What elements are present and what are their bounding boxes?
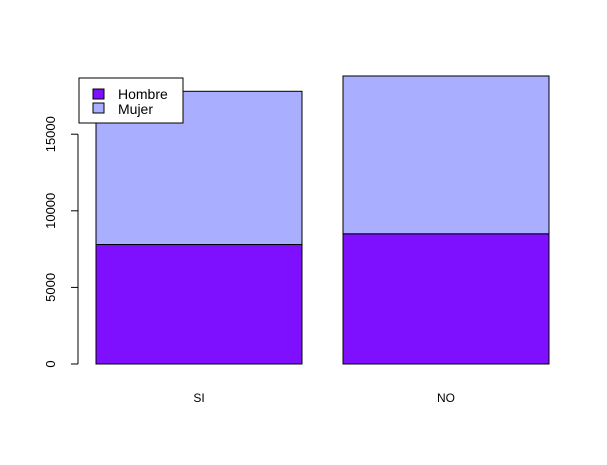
y-axis: 0 5000 10000 15000: [43, 116, 79, 368]
legend-box: [78, 77, 184, 124]
legend-label-mujer: Mujer: [118, 101, 153, 117]
y-tick-label-5000: 5000: [43, 273, 58, 302]
legend-swatch-hombre: [92, 88, 105, 100]
x-label-si: SI: [193, 391, 204, 405]
y-tick-label-15000: 15000: [43, 116, 58, 152]
y-tick-label-0: 0: [43, 360, 58, 367]
y-tick-label-10000: 10000: [43, 193, 58, 229]
legend-swatch-mujer: [92, 102, 105, 114]
bar-no-hombre: [342, 233, 550, 365]
legend-label-hombre: Hombre: [118, 86, 168, 102]
x-label-no: NO: [437, 391, 455, 405]
bar-no-mujer: [342, 75, 550, 235]
x-axis-labels: SI NO: [193, 391, 455, 405]
legend: Hombre Mujer: [78, 77, 184, 124]
bar-si-hombre: [95, 244, 303, 365]
